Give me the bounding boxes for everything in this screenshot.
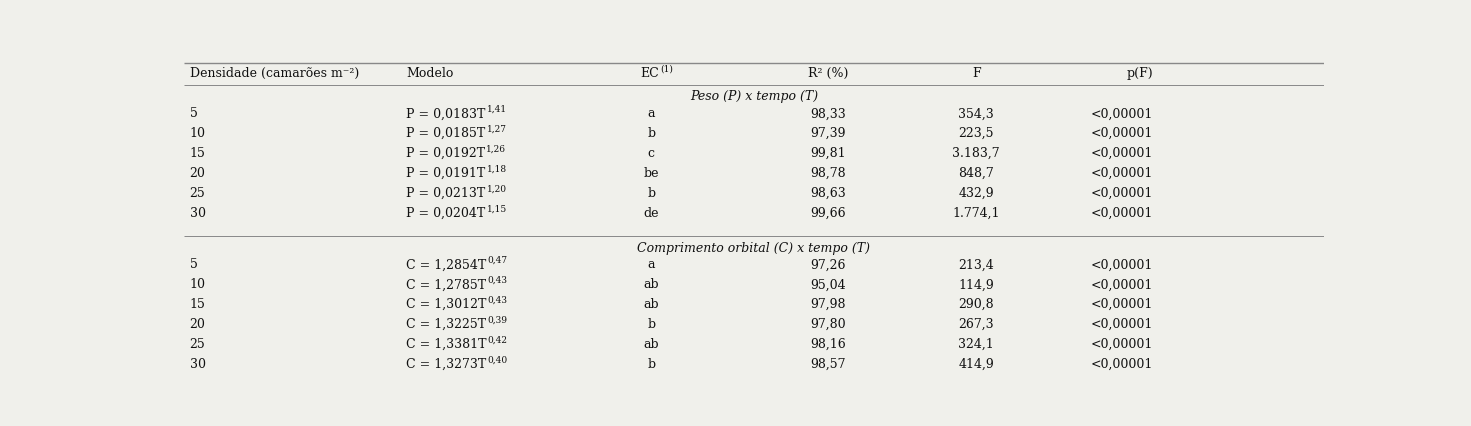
Text: 0,47: 0,47 [487,256,507,265]
Text: P = 0,0183T: P = 0,0183T [406,107,485,120]
Text: 5: 5 [190,259,197,271]
Text: a: a [647,259,655,271]
Text: 99,66: 99,66 [811,207,846,220]
Text: P = 0,0192T: P = 0,0192T [406,147,485,160]
Text: 95,04: 95,04 [811,278,846,291]
Text: 10: 10 [190,127,206,140]
Text: 97,39: 97,39 [811,127,846,140]
Text: (1): (1) [660,64,672,73]
Text: 1,41: 1,41 [487,105,507,114]
Text: 114,9: 114,9 [958,278,994,291]
Text: 98,78: 98,78 [811,167,846,180]
Text: C = 1,3012T: C = 1,3012T [406,298,487,311]
Text: 432,9: 432,9 [959,187,994,200]
Text: 0,40: 0,40 [487,355,507,364]
Text: 98,63: 98,63 [811,187,846,200]
Text: b: b [647,318,656,331]
Text: 1.774,1: 1.774,1 [952,207,1000,220]
Text: C = 1,3273T: C = 1,3273T [406,358,487,371]
Text: <0,00001: <0,00001 [1090,278,1153,291]
Text: C = 1,2785T: C = 1,2785T [406,278,487,291]
Text: C = 1,2854T: C = 1,2854T [406,259,487,271]
Text: 97,80: 97,80 [811,318,846,331]
Text: P = 0,0204T: P = 0,0204T [406,207,485,220]
Text: <0,00001: <0,00001 [1090,259,1153,271]
Text: 0,43: 0,43 [487,276,507,285]
Text: 98,16: 98,16 [811,338,846,351]
Text: <0,00001: <0,00001 [1090,187,1153,200]
Text: 20: 20 [190,167,206,180]
Text: <0,00001: <0,00001 [1090,298,1153,311]
Text: 10: 10 [190,278,206,291]
Text: 354,3: 354,3 [958,107,994,120]
Text: 1,27: 1,27 [487,125,506,134]
Text: P = 0,0185T: P = 0,0185T [406,127,485,140]
Text: a: a [647,107,655,120]
Text: 98,57: 98,57 [811,358,846,371]
Text: p(F): p(F) [1127,66,1153,80]
Text: b: b [647,127,656,140]
Text: 20: 20 [190,318,206,331]
Text: 98,33: 98,33 [811,107,846,120]
Text: 1,20: 1,20 [487,184,506,193]
Text: <0,00001: <0,00001 [1090,147,1153,160]
Text: <0,00001: <0,00001 [1090,338,1153,351]
Text: 0,39: 0,39 [487,316,507,325]
Text: b: b [647,187,656,200]
Text: 0,43: 0,43 [488,296,507,305]
Text: 223,5: 223,5 [959,127,994,140]
Text: 15: 15 [190,147,206,160]
Text: C = 1,3225T: C = 1,3225T [406,318,487,331]
Text: Modelo: Modelo [406,66,453,80]
Text: 1,15: 1,15 [487,204,507,213]
Text: <0,00001: <0,00001 [1090,318,1153,331]
Text: 848,7: 848,7 [958,167,994,180]
Text: 0,42: 0,42 [488,335,507,344]
Text: <0,00001: <0,00001 [1090,207,1153,220]
Text: 1,26: 1,26 [487,144,506,153]
Text: 30: 30 [190,358,206,371]
Text: ab: ab [643,278,659,291]
Text: c: c [647,147,655,160]
Text: 25: 25 [190,187,206,200]
Text: <0,00001: <0,00001 [1090,127,1153,140]
Text: Peso (P) x tempo (T): Peso (P) x tempo (T) [690,90,818,104]
Text: EC: EC [640,66,659,80]
Text: 267,3: 267,3 [959,318,994,331]
Text: ab: ab [643,338,659,351]
Text: 25: 25 [190,338,206,351]
Text: 99,81: 99,81 [811,147,846,160]
Text: Densidade (camarões m⁻²): Densidade (camarões m⁻²) [190,66,359,80]
Text: C = 1,3381T: C = 1,3381T [406,338,487,351]
Text: <0,00001: <0,00001 [1090,107,1153,120]
Text: 213,4: 213,4 [958,259,994,271]
Text: 15: 15 [190,298,206,311]
Text: R² (%): R² (%) [808,66,849,80]
Text: 97,26: 97,26 [811,259,846,271]
Text: 5: 5 [190,107,197,120]
Text: ab: ab [643,298,659,311]
Text: 324,1: 324,1 [958,338,994,351]
Text: 1,18: 1,18 [487,164,506,173]
Text: <0,00001: <0,00001 [1090,167,1153,180]
Text: <0,00001: <0,00001 [1090,358,1153,371]
Text: be: be [643,167,659,180]
Text: b: b [647,358,656,371]
Text: 97,98: 97,98 [811,298,846,311]
Text: P = 0,0191T: P = 0,0191T [406,167,485,180]
Text: Comprimento orbital (C) x tempo (T): Comprimento orbital (C) x tempo (T) [637,242,871,254]
Text: 290,8: 290,8 [959,298,994,311]
Text: P = 0,0213T: P = 0,0213T [406,187,485,200]
Text: 3.183,7: 3.183,7 [952,147,1000,160]
Text: F: F [972,66,981,80]
Text: 414,9: 414,9 [958,358,994,371]
Text: 30: 30 [190,207,206,220]
Text: de: de [643,207,659,220]
